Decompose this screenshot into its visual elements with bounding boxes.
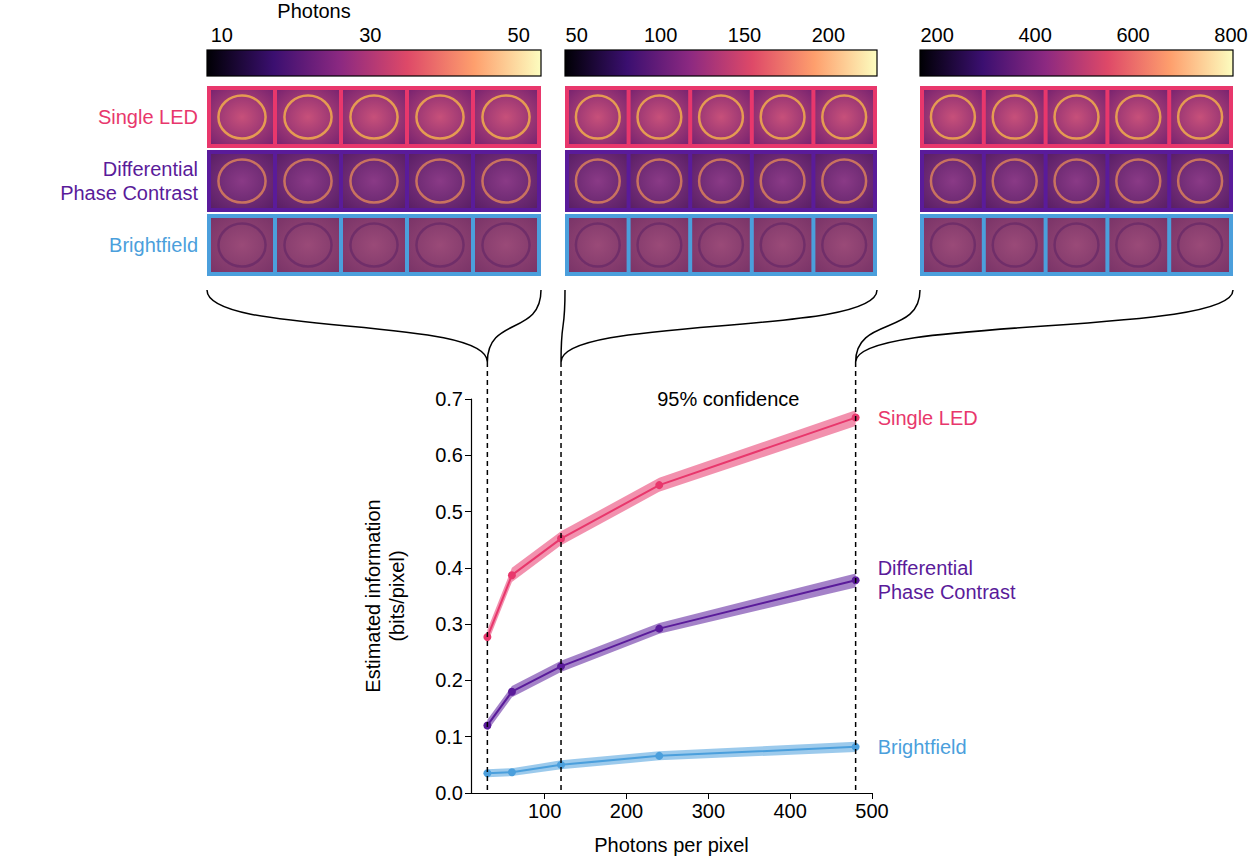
- svg-text:Brightfield: Brightfield: [878, 736, 967, 758]
- svg-text:800: 800: [1214, 24, 1247, 46]
- svg-text:Differential: Differential: [103, 158, 198, 180]
- svg-text:Brightfield: Brightfield: [109, 234, 198, 256]
- svg-text:95% confidence: 95% confidence: [657, 388, 799, 410]
- svg-text:100: 100: [528, 800, 561, 822]
- svg-text:30: 30: [359, 24, 381, 46]
- svg-text:50: 50: [508, 24, 530, 46]
- svg-text:Single LED: Single LED: [878, 407, 978, 429]
- svg-text:300: 300: [692, 800, 725, 822]
- svg-text:Photons per pixel: Photons per pixel: [594, 834, 749, 856]
- svg-text:Phase Contrast: Phase Contrast: [60, 182, 198, 204]
- svg-text:150: 150: [728, 24, 761, 46]
- svg-text:0.7: 0.7: [435, 388, 463, 410]
- svg-text:400: 400: [1018, 24, 1051, 46]
- svg-text:200: 200: [920, 24, 953, 46]
- svg-text:(bits/pixel): (bits/pixel): [386, 550, 408, 641]
- svg-text:400: 400: [773, 800, 806, 822]
- svg-text:200: 200: [610, 800, 643, 822]
- svg-text:0.3: 0.3: [435, 613, 463, 635]
- svg-text:50: 50: [566, 24, 588, 46]
- svg-text:Photons: Photons: [277, 0, 350, 22]
- svg-text:10: 10: [211, 24, 233, 46]
- svg-text:Differential: Differential: [878, 557, 973, 579]
- svg-text:100: 100: [644, 24, 677, 46]
- svg-text:Single LED: Single LED: [98, 106, 198, 128]
- svg-text:600: 600: [1116, 24, 1149, 46]
- svg-text:Estimated information: Estimated information: [362, 499, 384, 692]
- svg-text:200: 200: [812, 24, 845, 46]
- svg-text:Phase Contrast: Phase Contrast: [878, 581, 1016, 603]
- svg-text:0.5: 0.5: [435, 501, 463, 523]
- svg-text:0.6: 0.6: [435, 444, 463, 466]
- svg-text:0.2: 0.2: [435, 669, 463, 691]
- svg-text:0.1: 0.1: [435, 726, 463, 748]
- svg-text:500: 500: [855, 800, 888, 822]
- svg-text:0.4: 0.4: [435, 557, 463, 579]
- svg-text:0.0: 0.0: [435, 782, 463, 804]
